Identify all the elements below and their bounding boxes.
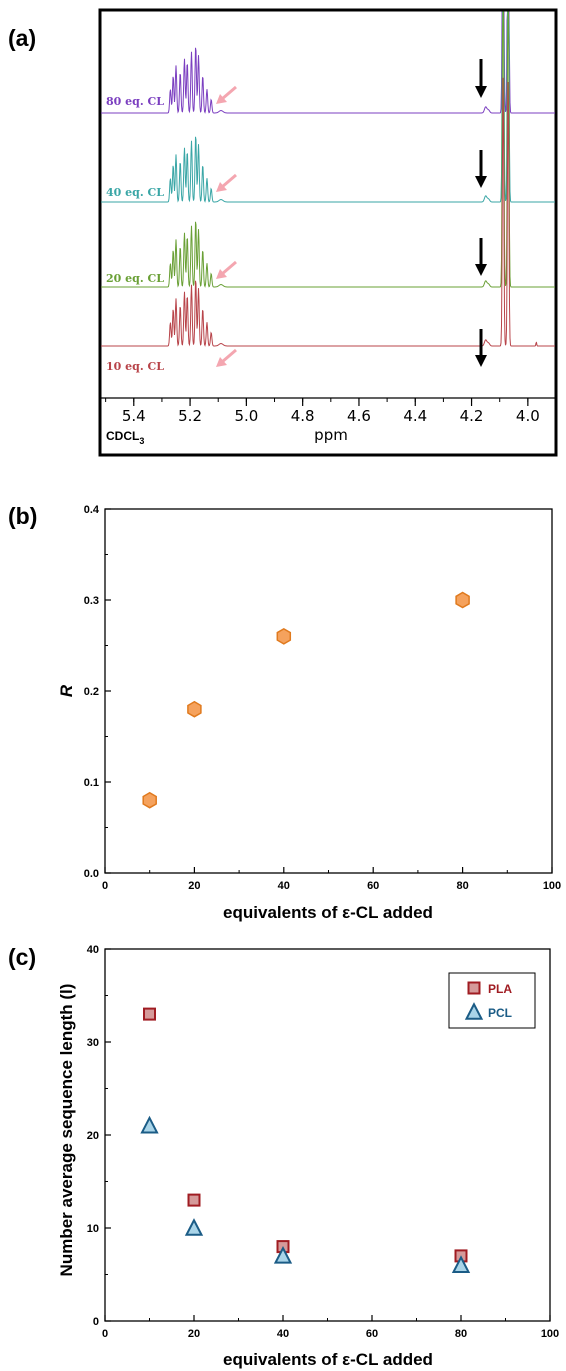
x-tick-label: 0 [102,880,108,892]
x-tick-label: 40 [278,880,290,892]
r-vs-cl-chart: 0 20 40 60 80 100 0.0 0.1 0.2 0.3 0.4 equivalents … [57,504,561,922]
chart-c-legend: PLA PCL [448,972,536,1029]
nmr-trace-labels: 80 eq. CL 40 eq. CL 20 eq. CL 10 eq. CL [106,95,164,373]
chart-c-x-title: equivalents of ε-CL added [223,1350,433,1369]
nmr-x-tick-label: 4.8 [291,407,315,425]
nmr-x-tick-label: 4.4 [403,407,427,425]
panel-b-label: (b) [8,503,37,529]
black-arrow [475,238,487,276]
x-tick-label: 40 [277,1328,289,1340]
panel-c-label: (c) [8,944,36,970]
y-tick-label: 0.2 [84,686,99,698]
legend-pcl-label: PCL [488,1006,512,1020]
nmr-traces [101,11,555,347]
trace-label-10: 10 eq. CL [106,360,164,373]
r-data-point [276,628,292,645]
nmr-trace [101,11,555,288]
nmr-spectra-panel: 80 eq. CL 40 eq. CL 20 eq. CL 10 eq. CL [98,8,558,457]
x-tick-label: 100 [541,1328,559,1340]
y-tick-label: 0.3 [84,595,99,607]
trace-label-40: 40 eq. CL [106,186,164,199]
legend-pla-label: PLA [488,982,512,996]
y-tick-label: 40 [87,944,99,956]
chart-b-y-title: R [57,684,76,697]
nmr-trace [101,11,555,203]
black-arrow [475,59,487,98]
nmr-x-ticks: 5.4 5.2 5.0 4.8 4.6 4.4 4.2 4.0 [105,398,557,425]
pcl-data-point [140,1115,159,1134]
solvent-text: CDCL [106,429,139,443]
y-tick-label: 0.1 [84,777,99,789]
y-tick-label: 20 [87,1130,99,1142]
y-tick-label: 0 [93,1316,99,1328]
pink-arrow [216,173,237,192]
sequence-length-chart: 0 20 40 60 80 100 0 10 20 30 40 PLA PCL equivalent… [57,944,559,1369]
x-tick-label: 80 [456,880,468,892]
pcl-data-point [451,1255,471,1273]
y-tick-label: 0.0 [84,868,99,880]
pla-data-point [187,1193,201,1207]
trace-label-20: 20 eq. CL [106,272,164,285]
nmr-x-title: ppm [314,426,348,444]
pcl-data-point [184,1218,204,1236]
pcl-data-point [273,1245,293,1264]
y-tick-label: 0.4 [84,504,100,516]
chart-b-points [142,591,470,809]
chart-b-ticks: 0 20 40 60 80 100 0.0 0.1 0.2 0.3 0.4 [84,504,561,892]
nmr-x-tick-label: 4.6 [347,407,371,425]
legend-pcl-marker [464,1002,484,1020]
legend-box [448,972,536,1029]
nmr-x-tick-label: 5.0 [234,407,258,425]
legend-markers [464,981,484,1020]
r-data-point [455,591,470,609]
nmr-x-tick-label: 4.0 [516,407,540,425]
r-data-point [187,700,202,718]
black-arrow [475,150,487,188]
chart-c-y-title: Number average sequence length (l) [57,984,76,1277]
panel-a-label: (a) [8,25,36,51]
x-tick-label: 80 [455,1328,467,1340]
pla-data-point [143,1007,156,1021]
x-tick-label: 20 [188,880,200,892]
nmr-frame [98,8,558,457]
chart-c-points [140,1007,471,1273]
chart-b-frame [104,508,553,874]
nmr-trace [101,77,555,347]
r-data-point [142,791,157,809]
nmr-x-tick-label: 5.4 [122,407,146,425]
nmr-x-tick-label: 5.2 [178,407,202,425]
pink-arrow [216,348,237,367]
solvent-subscript: 3 [139,436,144,446]
nmr-arrows [216,59,487,367]
chart-c-ticks: 0 20 40 60 80 100 0 10 20 30 40 [87,944,559,1340]
legend-pla-marker [467,981,481,995]
pink-arrow [216,85,237,104]
x-tick-label: 0 [102,1328,108,1340]
solvent-label: CDCL3 [106,429,144,446]
nmr-trace [101,11,555,114]
y-tick-label: 30 [87,1037,99,1049]
nmr-x-tick-label: 4.2 [460,407,484,425]
y-tick-label: 10 [87,1223,99,1235]
x-tick-label: 100 [543,880,561,892]
x-tick-label: 60 [367,880,379,892]
x-tick-label: 60 [366,1328,378,1340]
pink-arrow [216,260,237,279]
black-arrow [475,329,487,367]
chart-b-x-title: equivalents of ε-CL added [223,903,433,922]
x-tick-label: 20 [188,1328,200,1340]
trace-label-80: 80 eq. CL [106,95,164,108]
